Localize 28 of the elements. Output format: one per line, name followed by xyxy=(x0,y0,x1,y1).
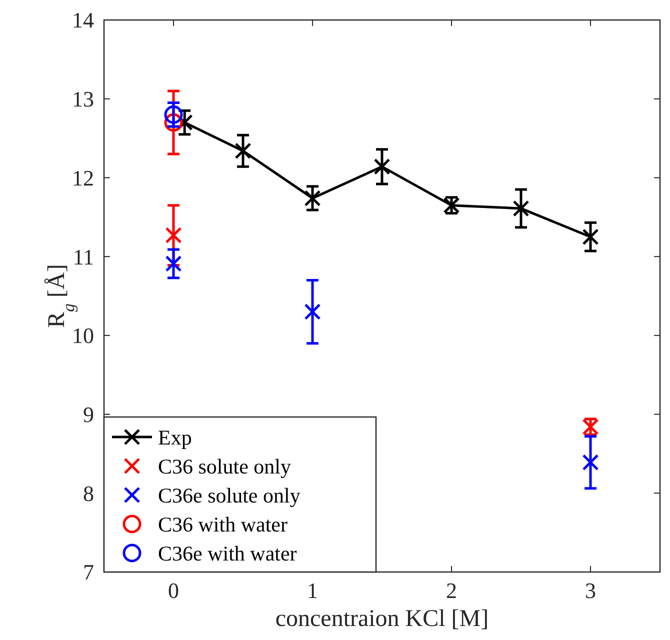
point xyxy=(165,227,182,244)
legend-label: C36 with water xyxy=(158,512,288,536)
point xyxy=(582,454,599,471)
x-tick-label: 1 xyxy=(307,578,318,603)
y-tick-label: 11 xyxy=(72,244,94,270)
x-tick-label: 0 xyxy=(168,578,179,603)
y-tick-label: 9 xyxy=(83,402,94,427)
point xyxy=(304,304,321,320)
legend-label: Exp xyxy=(158,425,192,450)
x-tick-label: 2 xyxy=(446,578,457,603)
point xyxy=(582,228,599,246)
legend-label: C36e solute only xyxy=(158,483,301,508)
point xyxy=(234,142,252,160)
point xyxy=(374,158,390,175)
y-tick-label: 7 xyxy=(83,560,94,585)
point xyxy=(164,105,183,124)
point xyxy=(512,200,530,217)
y-tick-label: 12 xyxy=(72,165,94,190)
x-axis-title: concentraion KCl [M] xyxy=(275,606,489,632)
y-tick-label: 8 xyxy=(83,480,94,506)
y-tick-label: 13 xyxy=(72,86,94,112)
y-tick-label: 14 xyxy=(72,8,94,33)
y-tick-label: 10 xyxy=(72,323,94,348)
x-tick-label: 3 xyxy=(585,578,596,603)
point xyxy=(165,255,182,272)
point xyxy=(304,190,321,206)
legend-label: C36e with water xyxy=(158,541,297,566)
legend-label: C36 solute only xyxy=(158,454,292,478)
